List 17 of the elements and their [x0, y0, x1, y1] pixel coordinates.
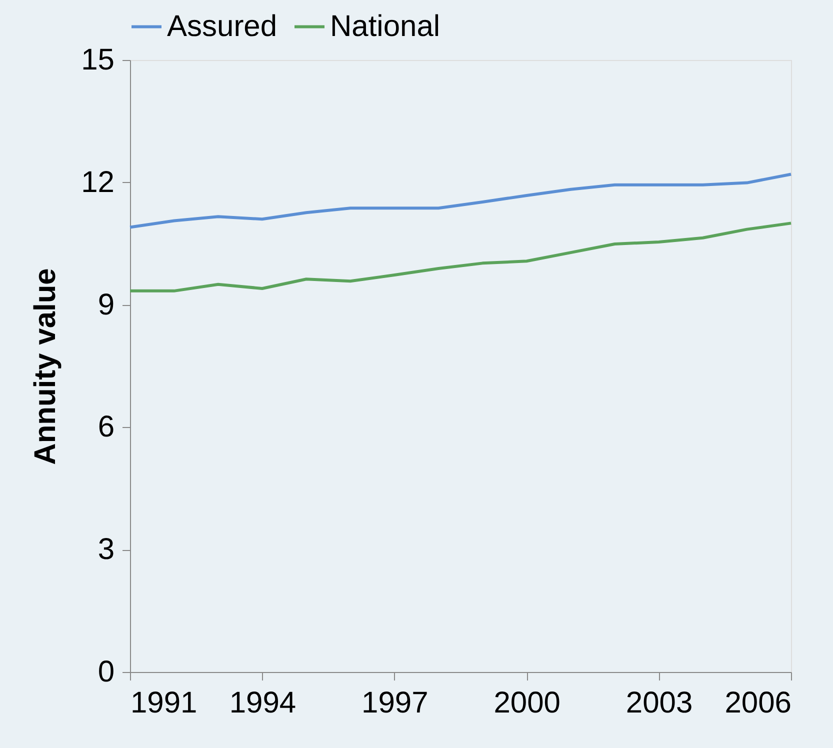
- x-tick-label: 1991: [130, 686, 198, 720]
- line-series: [128, 222, 792, 292]
- y-tick-label: 15: [81, 44, 114, 76]
- y-tick-label: 6: [98, 410, 114, 444]
- y-tick-label: 0: [98, 656, 114, 688]
- x-tick-label: 2006: [724, 686, 792, 720]
- y-tick-label: 12: [81, 166, 114, 199]
- line-series: [128, 172, 792, 229]
- x-tick-label: 2003: [626, 686, 693, 720]
- legend-label: National: [330, 10, 440, 43]
- y-tick-label: 3: [98, 533, 114, 566]
- x-tick-label: 1994: [229, 686, 296, 720]
- y-axis-title: Annuity value: [29, 268, 62, 465]
- x-tick-label: 1997: [362, 686, 428, 720]
- x-tick-label: 2000: [494, 686, 560, 720]
- y-tick-label: 9: [98, 288, 114, 322]
- legend-label: Assured: [167, 10, 278, 43]
